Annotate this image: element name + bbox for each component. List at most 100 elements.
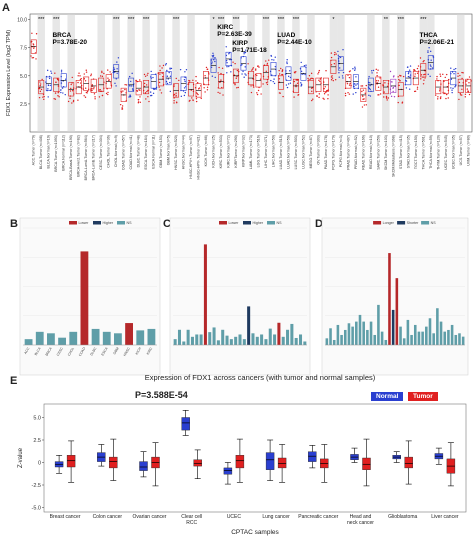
- panel-a-point: [257, 65, 259, 67]
- panel-a-point: [335, 53, 337, 55]
- panel-e-pvalue: P=3.588E-54: [135, 390, 188, 400]
- panel-a-annotation-pvalue: P=2.06E-21: [420, 39, 455, 46]
- panel-a-point: [365, 104, 367, 106]
- panel-a-shade: [52, 14, 60, 132]
- panel-a-point: [121, 107, 123, 109]
- panel-c-legend-label: Lower: [229, 221, 240, 225]
- panel-a-point: [312, 78, 315, 80]
- panel-a-point: [257, 89, 260, 92]
- panel-a-significance: ***: [293, 17, 300, 23]
- panel-a-tick-label: CESC.Tumor (n=304): [99, 135, 103, 170]
- panel-a-point: [468, 82, 470, 84]
- panel-a-point: [454, 67, 457, 70]
- panel-c-bar: [273, 334, 277, 345]
- panel-a-point: [85, 71, 88, 73]
- panel-a-point: [214, 57, 216, 59]
- panel-a-point: [205, 66, 208, 69]
- panel-a-point: [265, 70, 267, 73]
- panel-c-bar: [199, 334, 203, 345]
- panel-a-point: [129, 94, 131, 96]
- panel-a-point: [286, 86, 289, 89]
- panel-a-point: [319, 80, 321, 83]
- panel-a-point: [56, 78, 59, 80]
- panel-a-point: [30, 55, 32, 57]
- panel-a-point: [131, 88, 134, 90]
- panel-a-point: [272, 80, 274, 83]
- legend-tumor: Tumor: [408, 392, 438, 401]
- panel-a-point: [188, 79, 190, 82]
- panel-a-point: [347, 92, 349, 94]
- panel-a-point: [295, 85, 297, 88]
- panel-a-point: [84, 96, 87, 98]
- panel-a-tick-label: PRAD.Tumor (n=497): [346, 135, 350, 170]
- panel-a-point: [145, 98, 147, 100]
- panel-a-point: [363, 104, 366, 106]
- panel-a-point: [150, 94, 152, 97]
- panel-c-bar: [212, 327, 216, 345]
- panel-a-point: [430, 59, 432, 61]
- panel-a-shade: [112, 14, 120, 132]
- panel-a-ytick-label: 7.5: [20, 46, 27, 52]
- panel-a-point: [212, 52, 214, 54]
- panel-a-point: [79, 75, 81, 77]
- panel-a-point: [416, 67, 419, 70]
- panel-b-tick-label: GBM: [112, 346, 119, 355]
- panel-a-tick-label: GBM.Tumor (n=153): [159, 135, 163, 168]
- panel-a-point: [369, 84, 371, 87]
- panel-a-point: [91, 88, 93, 90]
- panel-a-point: [355, 91, 357, 94]
- panel-a-point: [85, 69, 87, 71]
- panel-a-significance: ***: [278, 17, 285, 23]
- panel-a-point: [355, 76, 357, 78]
- panel-a-point: [115, 78, 117, 80]
- panel-d-letter: D: [315, 218, 323, 230]
- panel-d-bar: [458, 333, 461, 345]
- panel-a-point: [338, 76, 340, 78]
- panel-c-bar: [203, 244, 207, 345]
- panel-a-point: [389, 70, 392, 73]
- panel-a-point: [256, 93, 259, 96]
- panel-a-point: [183, 87, 186, 89]
- panel-a-point: [158, 81, 161, 84]
- panel-a-shade: [187, 14, 195, 132]
- panel-a-point: [60, 89, 62, 91]
- panel-a-significance: *: [332, 17, 335, 23]
- panel-a-point: [311, 99, 313, 102]
- panel-b-bar: [35, 331, 44, 345]
- panel-a-point: [316, 95, 318, 97]
- panel-a-point: [137, 101, 140, 103]
- panel-a-point: [393, 96, 396, 98]
- panel-d-bar: [406, 319, 410, 345]
- panel-e-tick-label: Liver cancer: [431, 514, 459, 520]
- panel-a-point: [459, 92, 462, 95]
- panel-a-point: [398, 78, 400, 81]
- panel-a-tick-label: ACC.Tumor (n=79): [32, 135, 36, 165]
- panel-a-shade: [329, 14, 338, 132]
- panel-a-point: [161, 67, 163, 69]
- panel-a-tick-label: UCEC.Normal (n=35): [451, 135, 455, 169]
- panel-a-point: [78, 72, 80, 74]
- panel-a-tick-label: KIRC.Tumor (n=533): [219, 135, 223, 168]
- panel-a-shade: [337, 14, 345, 132]
- panel-a-tick-label: PCPG.Tumor (n=179): [331, 135, 335, 170]
- panel-a-point: [362, 98, 365, 100]
- panel-a-point: [72, 100, 75, 103]
- panel-a-point: [317, 71, 320, 74]
- panel-a-point: [338, 72, 340, 74]
- panel-a-point: [268, 59, 270, 61]
- panel-a-point: [159, 73, 161, 75]
- panel-a-point: [376, 72, 378, 74]
- panel-a-point: [166, 75, 169, 77]
- panel-a-point: [326, 90, 328, 92]
- panel-a-point: [237, 86, 239, 89]
- panel-a-point: [168, 71, 170, 74]
- panel-b-legend-swatch: [93, 221, 101, 225]
- panel-b-tick-label: BLCA: [34, 346, 42, 356]
- panel-e-ytick-label: -2.5: [32, 483, 41, 489]
- panel-a-point: [333, 63, 336, 65]
- panel-a-point: [77, 99, 79, 101]
- panel-a-point: [342, 77, 344, 79]
- panel-a-point: [427, 51, 429, 54]
- panel-a-point: [244, 66, 246, 68]
- panel-e-tumor-box: [193, 459, 202, 467]
